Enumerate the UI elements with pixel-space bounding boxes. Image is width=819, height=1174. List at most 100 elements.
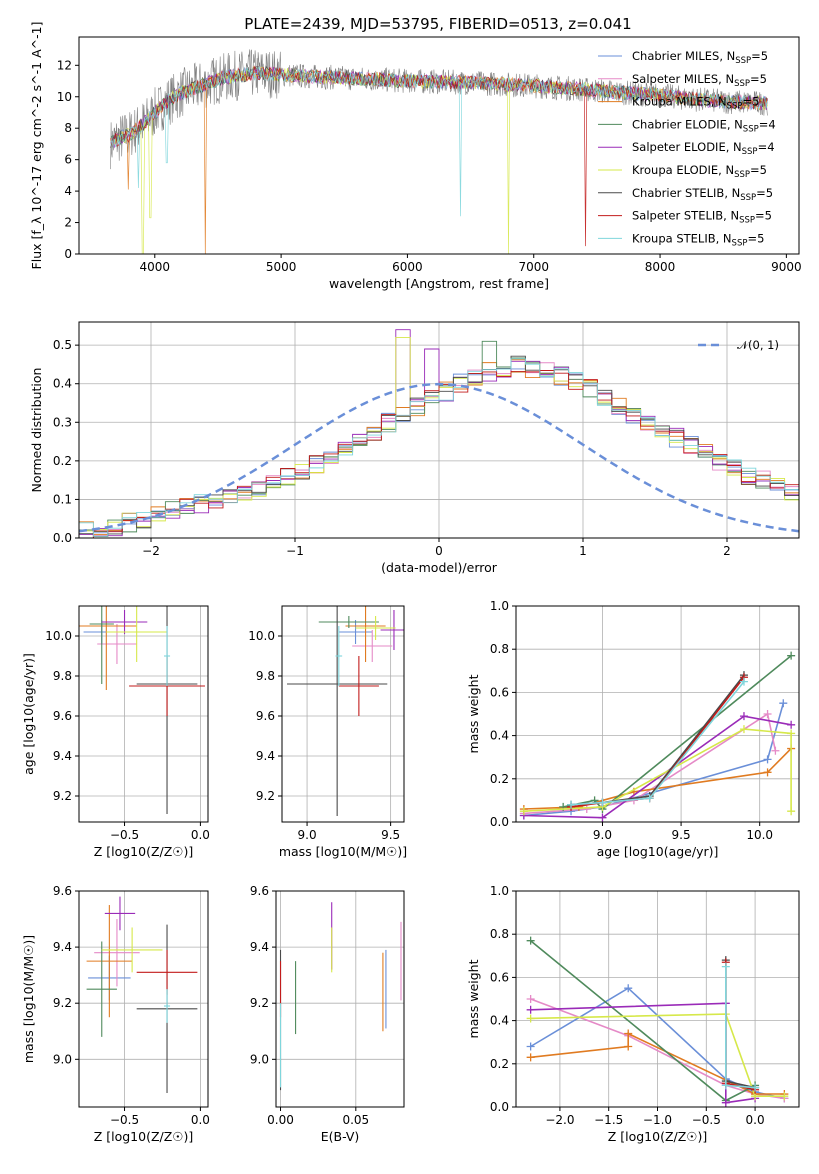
legend-entry: Kroupa ELODIE, NSSP=5 — [632, 163, 767, 180]
y-tick-label: 9.6 — [250, 884, 269, 898]
legend-entry: Salpeter ELODIE, NSSP=4 — [632, 140, 775, 157]
legend-entry-value: =4 — [758, 140, 775, 154]
x-tick-label: 7000 — [518, 260, 549, 274]
figure-title: PLATE=2439, MJD=53795, FIBERID=0513, z=0… — [244, 15, 631, 33]
massweight-series — [526, 1010, 789, 1101]
legend-entry-value: =5 — [756, 186, 773, 200]
legend-entry: Chabrier MILES, NSSP=5 — [632, 49, 768, 66]
y-tick-label: 0.6 — [490, 970, 509, 984]
x-axis-label: age [log10(age/yr)] — [597, 844, 719, 859]
massweight-marker — [739, 712, 748, 721]
y-tick-label: 1.0 — [490, 599, 509, 613]
x-axis-label: Z [log10(Z/Z☉)] — [608, 1129, 708, 1144]
x-tick-label: −2.0 — [545, 1113, 574, 1127]
errorbar-point — [101, 927, 163, 973]
model-spectrum-line — [110, 65, 768, 247]
massweight-marker — [519, 807, 528, 816]
y-tick-label: 9.4 — [53, 940, 72, 954]
x-axis-label: E(B-V) — [321, 1129, 360, 1144]
legend-entry-text: Kroupa MILES, N — [632, 95, 727, 109]
x-tick-label: −1.0 — [643, 1113, 672, 1127]
massweight-marker — [526, 1005, 535, 1014]
legend-entry: Salpeter STELIB, NSSP=5 — [632, 209, 772, 226]
massweight-marker — [763, 768, 772, 777]
errorbar-point — [352, 630, 393, 662]
errorbar-point — [355, 616, 396, 640]
y-axis-label: age [log10(age/yr)] — [21, 653, 36, 775]
plot-area — [526, 936, 789, 1107]
y-tick-label: 0.8 — [490, 927, 509, 941]
massweight-marker — [567, 800, 576, 809]
x-axis-label: Z [log10(Z/Z☉)] — [94, 1129, 194, 1144]
plot-area — [110, 49, 768, 254]
panel-age-massweight: 9.0 9.5 10.0 0.0 0.2 0.4 0.6 0.8 1.0 age [log10(a… — [466, 599, 800, 859]
legend-entry-value: =5 — [750, 163, 767, 177]
legend-entry-text: Chabrier MILES, N — [632, 49, 735, 63]
legend-entry: Kroupa MILES, NSSP=5 — [632, 95, 759, 112]
y-tick-label: 0.3 — [53, 415, 72, 429]
legend-entry: Chabrier STELIB, NSSP=5 — [632, 186, 773, 203]
massweight-marker — [582, 805, 591, 814]
errorbar-point — [106, 606, 168, 662]
gridlines — [79, 606, 208, 822]
panel-Z-massweight: −2.0 −1.5 −1.0 −0.5 0.0 0.0 0.2 0.4 0.6 0.8 1.0 Z [… — [466, 884, 800, 1144]
massweight-marker — [624, 984, 633, 993]
legend-entry-subscript: SSP — [727, 102, 743, 112]
residual-histogram-step — [79, 358, 799, 537]
massweight-marker — [787, 720, 796, 729]
axes-frame — [78, 605, 209, 823]
axes-frame — [78, 36, 800, 255]
y-tick-label: 0.4 — [490, 729, 509, 743]
x-tick-label: −0.5 — [692, 1113, 721, 1127]
legend-entry: Salpeter MILES, NSSP=5 — [632, 72, 767, 89]
plot-area — [519, 651, 796, 822]
y-tick-label: 0.0 — [490, 815, 509, 829]
y-tick-label: 9.8 — [53, 669, 72, 683]
y-axis-label: mass [log10(M/M☉)] — [21, 935, 36, 1063]
x-tick-label: 0.0 — [746, 1113, 765, 1127]
errorbar-point — [101, 610, 148, 634]
x-tick-label: 8000 — [645, 260, 676, 274]
model-spectrum-line — [110, 66, 768, 217]
x-tick-label: −1.5 — [594, 1113, 623, 1127]
y-axis-label: Normed distribution — [29, 368, 44, 493]
x-tick-label: 9.0 — [593, 828, 612, 842]
errorbar-point — [86, 941, 117, 1037]
massweight-marker — [526, 995, 535, 1003]
y-tick-label: 0.8 — [490, 642, 509, 656]
x-tick-label: 2 — [723, 544, 731, 558]
legend-entry-value: =5 — [755, 209, 772, 223]
massweight-marker — [787, 729, 796, 738]
massweight-marker — [598, 798, 607, 807]
massweight-marker — [739, 725, 748, 734]
errorbar-point — [97, 624, 137, 664]
x-axis-label: mass [log10(M/M☉)] — [279, 844, 407, 859]
y-tick-label: 9.0 — [53, 1052, 72, 1066]
errorbar-point — [104, 896, 136, 931]
legend-entry-value: =5 — [751, 49, 768, 63]
legend-entry-value: =4 — [759, 117, 776, 131]
panel-spectrum: 4000 5000 6000 7000 8000 9000 0 2 4 6 8 10 12 wavelen… — [29, 22, 802, 291]
plot-area — [287, 606, 404, 816]
x-tick-label: 0.00 — [267, 1113, 294, 1127]
massweight-marker — [526, 1014, 535, 1023]
axes-frame — [281, 605, 405, 823]
massweight-series — [721, 962, 760, 1092]
massweight-marker — [526, 936, 535, 945]
y-tick-label: 0.6 — [490, 685, 509, 699]
x-tick-label: 9000 — [771, 260, 802, 274]
legend-entry-text: Salpeter STELIB, N — [632, 209, 739, 223]
errorbar-point — [163, 626, 171, 686]
panel-Z-age: −0.5 0.0 9.2 9.4 9.6 9.8 10.0 Z [log10(Z/Z☉)] ag… — [21, 605, 210, 859]
legend-entry-text: Kroupa ELODIE, N — [632, 163, 734, 177]
x-tick-label: 1 — [579, 544, 587, 558]
errorbar-point — [338, 620, 373, 644]
legend-entry-text: Kroupa STELIB, N — [632, 231, 732, 245]
massweight-marker — [763, 710, 772, 718]
y-axis-label: mass weight — [466, 674, 481, 753]
massweight-marker — [787, 807, 796, 816]
massweight-marker — [526, 1042, 535, 1051]
errorbar-point — [136, 949, 198, 995]
y-tick-label: 9.2 — [53, 789, 72, 803]
